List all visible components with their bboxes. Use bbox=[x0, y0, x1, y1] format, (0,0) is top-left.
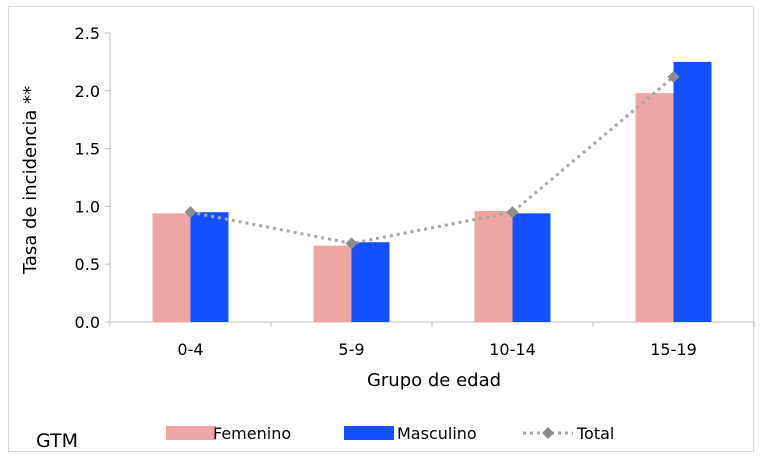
bar-masculino-10-14 bbox=[512, 213, 551, 322]
legend-label-masculino: Masculino bbox=[397, 424, 477, 443]
y-tick-label: 0.5 bbox=[75, 255, 100, 274]
x-tick-label: 0-4 bbox=[177, 340, 203, 359]
legend: Femenino Masculino Total bbox=[166, 424, 614, 443]
y-tick-label: 1.5 bbox=[75, 140, 100, 159]
y-ticks: 0.0 0.5 1.0 1.5 2.0 2.5 bbox=[75, 24, 110, 332]
bar-femenino-5-9 bbox=[313, 245, 352, 322]
total-series bbox=[184, 70, 680, 250]
total-point bbox=[667, 70, 680, 83]
legend-swatch-total-marker bbox=[542, 427, 554, 439]
y-tick-label: 2.0 bbox=[75, 82, 100, 101]
country-label: GTM bbox=[36, 430, 78, 452]
total-point bbox=[345, 237, 358, 250]
total-point bbox=[506, 206, 519, 219]
y-tick-label: 1.0 bbox=[75, 197, 100, 216]
bars bbox=[152, 61, 712, 323]
x-tick-label: 5-9 bbox=[338, 340, 364, 359]
total-point bbox=[184, 206, 197, 219]
bar-masculino-15-19 bbox=[673, 61, 712, 323]
x-ticks: 0-4 5-9 10-14 15-19 bbox=[109, 322, 755, 359]
x-tick-label: 15-19 bbox=[650, 340, 697, 359]
bar-femenino-10-14 bbox=[474, 211, 513, 322]
legend-label-total: Total bbox=[576, 424, 614, 443]
total-line bbox=[190, 75, 675, 245]
y-tick-label: 0.0 bbox=[75, 313, 100, 332]
bar-masculino-0-4 bbox=[190, 212, 229, 322]
bar-femenino-0-4 bbox=[152, 213, 191, 322]
legend-swatch-masculino bbox=[344, 426, 394, 440]
legend-label-femenino: Femenino bbox=[213, 424, 291, 443]
y-tick-label: 2.5 bbox=[75, 24, 100, 43]
x-axis-title: Grupo de edad bbox=[367, 370, 501, 391]
bar-masculino-5-9 bbox=[351, 242, 390, 322]
x-tick-label: 10-14 bbox=[489, 340, 536, 359]
legend-swatch-femenino bbox=[166, 426, 216, 440]
bar-femenino-15-19 bbox=[635, 93, 674, 322]
chart-frame bbox=[8, 6, 754, 452]
y-axis-title: Tasa de incidencia ** bbox=[20, 86, 41, 275]
